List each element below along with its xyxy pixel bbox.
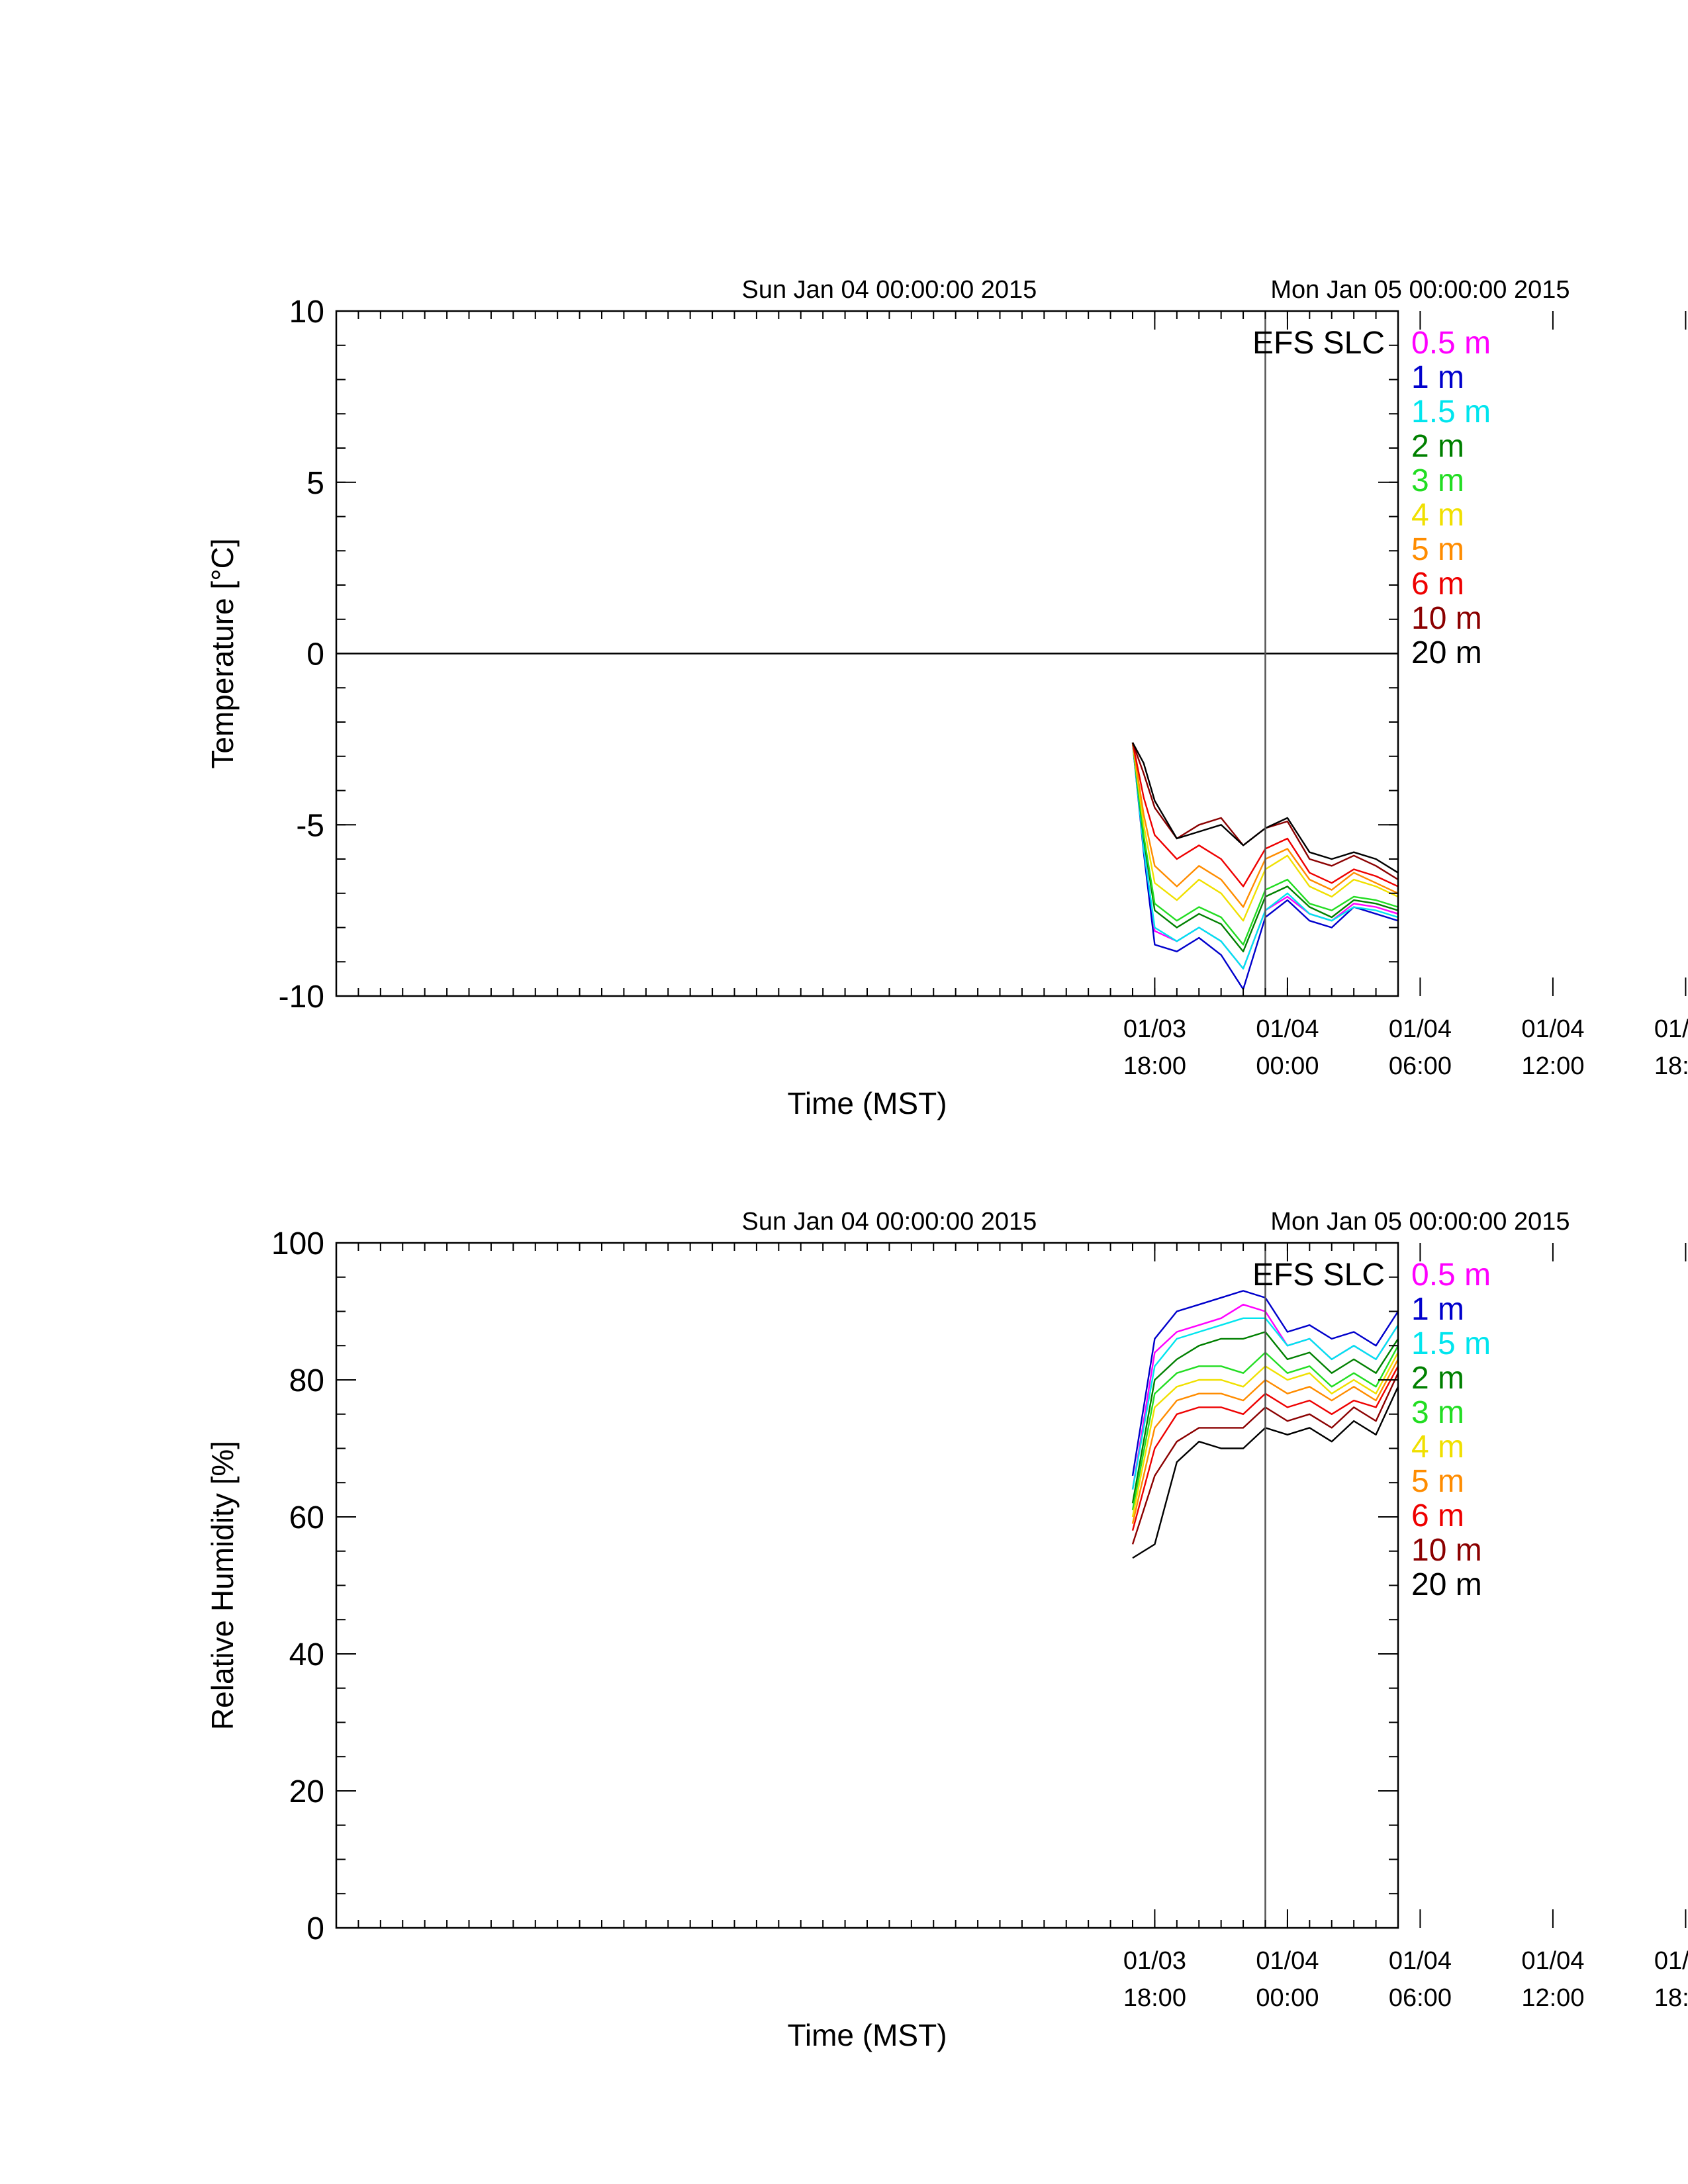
x-tick-label-date: 01/03 (1123, 1947, 1186, 1975)
legend-entry: 1 m (1411, 360, 1464, 395)
y-tick-label: 100 (271, 1226, 324, 1261)
legend-entry: 3 m (1411, 463, 1464, 498)
series-line-2-m (1131, 742, 1398, 952)
x-tick-label-time: 06:00 (1389, 1984, 1452, 2012)
series-line-1-m (1131, 742, 1398, 990)
series-line-5-m (1131, 1357, 1398, 1524)
y-tick-label: 80 (289, 1363, 324, 1398)
x-tick-label-date: 01/03 (1123, 1015, 1186, 1043)
series-line-3-m (1131, 1344, 1398, 1510)
date-marker-label: Sun Jan 04 00:00:00 2015 (741, 276, 1037, 304)
date-marker-label: Sun Jan 04 00:00:00 2015 (741, 1208, 1037, 1236)
date-marker-label: Mon Jan 05 00:00:00 2015 (1270, 1208, 1570, 1236)
series-line-4-m (1131, 1351, 1398, 1518)
legend-entry: 3 m (1411, 1395, 1464, 1430)
date-marker-label: Mon Jan 05 00:00:00 2015 (1270, 276, 1570, 304)
series-group (1131, 1290, 1398, 1559)
y-tick-label: 0 (306, 637, 324, 672)
series-line-5-m (1131, 742, 1398, 908)
legend-entry: 2 m (1411, 1361, 1464, 1396)
series-line-6-m (1131, 1365, 1398, 1531)
y-tick-label: 10 (289, 295, 324, 330)
series-line-1-m (1131, 1290, 1398, 1477)
y-tick-label: 5 (306, 466, 324, 501)
y-tick-label: -5 (296, 808, 324, 843)
x-tick-label-time: 12:00 (1521, 1052, 1584, 1080)
series-line-1-5-m (1131, 1317, 1398, 1490)
humidity-panel: 0 20 40 60 80 100 01/03 18:00 01/04 00:00 01/04 06:… (205, 1208, 1688, 2052)
legend-entry: 10 m (1411, 601, 1482, 636)
y-tick-label: 40 (289, 1637, 324, 1672)
legend-entry: 0.5 m (1411, 326, 1491, 361)
x-axis-label: Time (MST) (787, 2018, 947, 2052)
x-tick-label-time: 06:00 (1389, 1052, 1452, 1080)
series-line-2-m (1131, 1331, 1398, 1504)
y-tick-label: 60 (289, 1500, 324, 1535)
legend-entry: 4 m (1411, 1430, 1464, 1465)
y-tick-label: 20 (289, 1774, 324, 1809)
legend-entry: 20 m (1411, 1567, 1482, 1602)
y-tick-label: 0 (306, 1911, 324, 1946)
legend-entry: 20 m (1411, 635, 1482, 670)
series-group (1131, 742, 1398, 990)
y-axis-label: Temperature [°C] (205, 538, 240, 768)
legend-entry: 5 m (1411, 532, 1464, 567)
series-line-1-5-m (1131, 742, 1398, 970)
x-tick-label-date: 01/04 (1654, 1947, 1688, 1975)
series-line-4-m (1131, 742, 1398, 922)
series-line-20-m (1132, 1385, 1398, 1559)
x-tick-label-date: 01/04 (1389, 1947, 1452, 1975)
x-axis-label: Time (MST) (787, 1086, 947, 1120)
legend-entry: 10 m (1411, 1533, 1482, 1568)
x-tick-label-time: 18:00 (1654, 1052, 1688, 1080)
x-tick-label-time: 00:00 (1256, 1052, 1319, 1080)
series-line-6-m (1131, 742, 1398, 887)
series-line-0-5-m (1131, 1304, 1398, 1490)
series-line-10-m (1131, 1371, 1398, 1545)
x-tick-label-date: 01/04 (1521, 1015, 1584, 1043)
x-tick-label-time: 18:00 (1123, 1052, 1186, 1080)
x-tick-label-time: 18:00 (1654, 1984, 1688, 2012)
x-tick-label-date: 01/04 (1389, 1015, 1452, 1043)
legend-entry: 1.5 m (1411, 1326, 1491, 1361)
y-axis-label: Relative Humidity [%] (205, 1441, 240, 1730)
series-line-20-m (1131, 742, 1398, 874)
temperature-panel: -10 -5 0 5 10 01/03 18:00 01/04 00:00 01/04 06:00 0… (205, 276, 1688, 1120)
series-line-3-m (1131, 742, 1398, 946)
legend-entry: 1.5 m (1411, 394, 1491, 430)
site-label: EFS SLC (1252, 326, 1385, 361)
site-label: EFS SLC (1252, 1257, 1385, 1293)
series-line-10-m (1131, 742, 1398, 881)
legend-entry: 0.5 m (1411, 1257, 1491, 1293)
x-tick-label-date: 01/04 (1654, 1015, 1688, 1043)
x-tick-label-date: 01/04 (1256, 1015, 1319, 1043)
legend-entry: 5 m (1411, 1464, 1464, 1499)
x-tick-label-time: 18:00 (1123, 1984, 1186, 2012)
x-tick-label-time: 00:00 (1256, 1984, 1319, 2012)
legend-entry: 4 m (1411, 498, 1464, 533)
legend-entry: 2 m (1411, 429, 1464, 464)
plot-frame (335, 1242, 1399, 1929)
legend-entry: 6 m (1411, 567, 1464, 602)
legend-entry: 6 m (1411, 1498, 1464, 1533)
y-tick-label: -10 (279, 979, 324, 1015)
x-tick-label-date: 01/04 (1256, 1947, 1319, 1975)
x-tick-label-time: 12:00 (1521, 1984, 1584, 2012)
legend-entry: 1 m (1411, 1292, 1464, 1327)
x-tick-label-date: 01/04 (1521, 1947, 1584, 1975)
